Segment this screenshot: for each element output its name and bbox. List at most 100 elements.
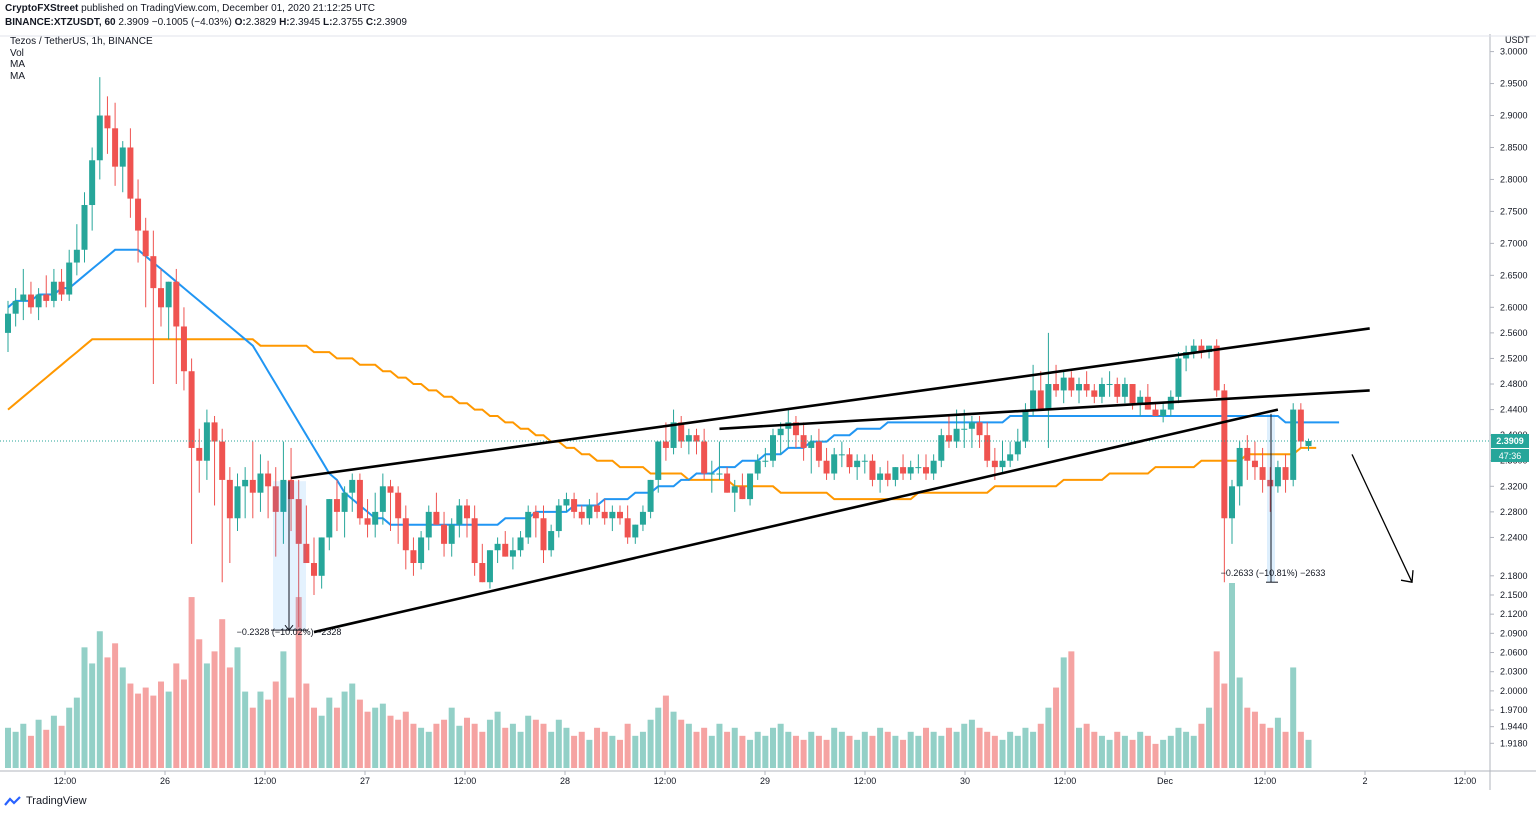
volume-bar [617, 739, 623, 768]
volume-bar [792, 735, 799, 768]
volume-bar [379, 703, 386, 768]
tradingview-logo-icon [4, 796, 21, 806]
projection-arrow-line [1351, 454, 1413, 583]
candle-body [999, 460, 1006, 468]
candle-body [441, 524, 448, 544]
candle-body [724, 473, 731, 493]
candle-body [1274, 467, 1281, 487]
candle-body [1152, 409, 1159, 416]
volume-bar [203, 663, 210, 768]
candle-body [1175, 358, 1182, 397]
candle-body [50, 281, 57, 301]
candle-body [242, 479, 249, 487]
volume-bar [35, 719, 42, 768]
candle-body [831, 454, 838, 474]
candle-body [808, 441, 815, 448]
volume-bar [1190, 735, 1197, 768]
volume-bar [632, 735, 639, 768]
page-title: CryptoFXStreet published on TradingView.… [5, 3, 375, 14]
x-tick-label: 12:00 [454, 776, 477, 786]
candle-body [953, 428, 960, 442]
x-tick-label: Dec [1157, 776, 1174, 786]
volume-bar [724, 731, 731, 768]
candle-body [1053, 384, 1060, 391]
price-axis: USDT 3.0000 2.9500 2.9000 2.8500 2.8000 2.7500… [1490, 35, 1530, 748]
volume-bar [341, 691, 348, 768]
candle-body [1083, 384, 1090, 391]
volume-bar [1121, 735, 1128, 768]
publisher-name: CryptoFXStreet [5, 3, 79, 14]
candle-body [639, 511, 646, 525]
legend-ma-short[interactable]: MA [10, 59, 25, 70]
legend-volume[interactable]: Vol [10, 47, 24, 59]
volume-bar [731, 727, 738, 768]
candle-body [1137, 396, 1144, 404]
y-tick-label: 2.4400 [1500, 405, 1528, 415]
tradingview-logo[interactable]: TradingView [4, 795, 87, 807]
volume-bar [295, 597, 302, 768]
trendline-wedge-lower [313, 408, 1279, 634]
high-value: 2.3945 [289, 17, 321, 28]
candle-body [479, 563, 486, 583]
candle-body [135, 198, 142, 231]
volume-bar [211, 651, 218, 768]
candle-body [647, 479, 654, 512]
x-tick-label: 29 [760, 776, 770, 786]
x-tick-label: 12:00 [1054, 776, 1077, 786]
volume-bar [441, 719, 448, 768]
candle-body [395, 492, 402, 519]
volume-bar [395, 719, 402, 768]
volume-bar [578, 731, 585, 768]
volume-bar [662, 695, 669, 768]
candle-body [915, 467, 922, 469]
volume-bar [976, 727, 983, 768]
measure-label-2: −0.2633 (−10.81%) −2633 [1221, 568, 1326, 578]
candle-body [5, 313, 11, 333]
candle-body [1022, 409, 1029, 442]
volume-bar [923, 727, 929, 768]
chart-legend: Tezos / TetherUS, 1h, BINANCE Vol MA MA [10, 36, 153, 82]
y-tick-label: 3.0000 [1500, 47, 1528, 57]
candle-body [173, 281, 180, 327]
candle-body [1160, 409, 1167, 416]
volume-bar [915, 735, 922, 768]
candle-body [838, 454, 845, 456]
time-axis: 12:00 26 12:00 27 12:00 28 12:00 29 12:00 30 12:00… [54, 771, 1476, 786]
candle-body [387, 486, 394, 493]
candle-body [517, 537, 524, 551]
x-tick-label: 2 [1362, 776, 1367, 786]
candle-body [563, 499, 570, 506]
volume-bar [12, 731, 19, 768]
candle-body [617, 511, 623, 519]
y-tick-label: 2.9000 [1500, 111, 1528, 121]
candle-body [984, 435, 991, 461]
volume-bar [1022, 727, 1029, 768]
volume-bar [20, 723, 27, 768]
projection-arrowhead [1400, 570, 1414, 583]
volume-bar [242, 691, 249, 768]
legend-pair[interactable]: Tezos / TetherUS, 1h, BINANCE [10, 36, 153, 47]
legend-ma-long[interactable]: MA [10, 70, 25, 82]
y-tick-label: 2.0600 [1500, 648, 1528, 658]
volume-bar [1144, 735, 1151, 768]
volume-bar [1014, 735, 1021, 768]
volume-bar [701, 727, 708, 768]
volume-bar [43, 729, 50, 768]
candle-body [333, 499, 340, 512]
candle-body [509, 550, 516, 557]
candle-body [142, 230, 149, 257]
volume-bar [815, 735, 822, 768]
candle-body [578, 511, 585, 519]
y-tick-label: 2.6000 [1500, 302, 1528, 312]
candle-body [1037, 390, 1044, 410]
volume-bar [456, 725, 463, 768]
last-price: 2.3909 [118, 17, 149, 28]
volume-bar [158, 681, 164, 768]
candle-body [280, 479, 287, 512]
candle-body [1030, 390, 1037, 410]
volume-bar [333, 707, 340, 768]
candle-body [58, 281, 65, 295]
candle-body [968, 422, 975, 429]
volume-bar [1213, 651, 1220, 768]
